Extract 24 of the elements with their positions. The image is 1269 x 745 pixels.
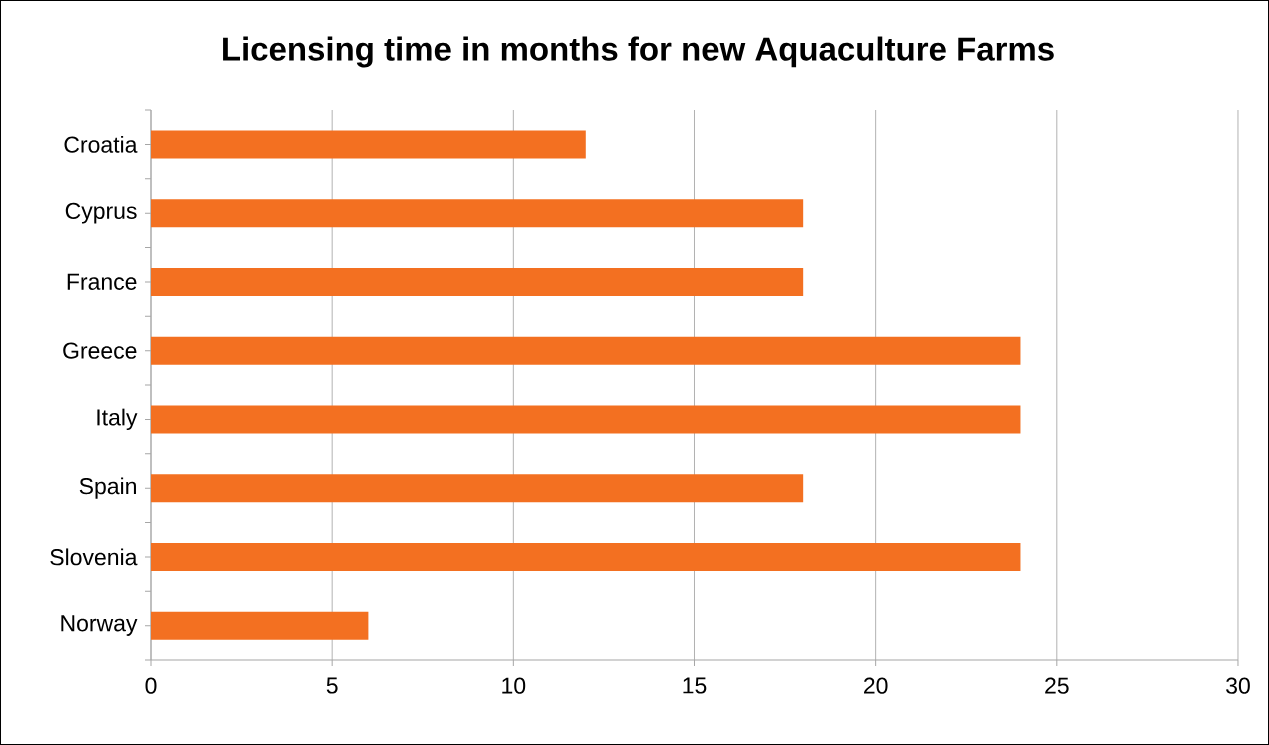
y-tick-label: Greece (63, 342, 137, 359)
bar (151, 611, 369, 640)
x-tick-label: 30 (1226, 677, 1250, 694)
y-tick-label: France (67, 273, 137, 290)
bar (151, 130, 586, 159)
x-tick-label: 25 (1045, 677, 1069, 694)
bar (151, 199, 804, 228)
x-tick-label: 0 (145, 677, 157, 694)
y-tick-label: Italy (97, 408, 138, 431)
x-tick-label: 20 (864, 677, 888, 694)
bar (151, 267, 804, 296)
y-tick-label: Spain (79, 477, 136, 499)
x-tick-label: 15 (683, 677, 707, 694)
y-tick-label: Norway (61, 615, 138, 636)
bar (151, 336, 1021, 365)
y-tick-label: Slovenia (50, 548, 138, 566)
bar (151, 474, 804, 503)
bar (151, 542, 1021, 571)
bar (151, 405, 1021, 434)
y-tick-label: Cyprus (65, 202, 137, 224)
x-tick-label: 10 (502, 677, 526, 694)
chart-title: Licensing time in months for new Aquaculture Farms (223, 36, 1054, 68)
x-tick-label: 5 (326, 677, 338, 694)
y-tick-label: Croatia (64, 135, 138, 153)
